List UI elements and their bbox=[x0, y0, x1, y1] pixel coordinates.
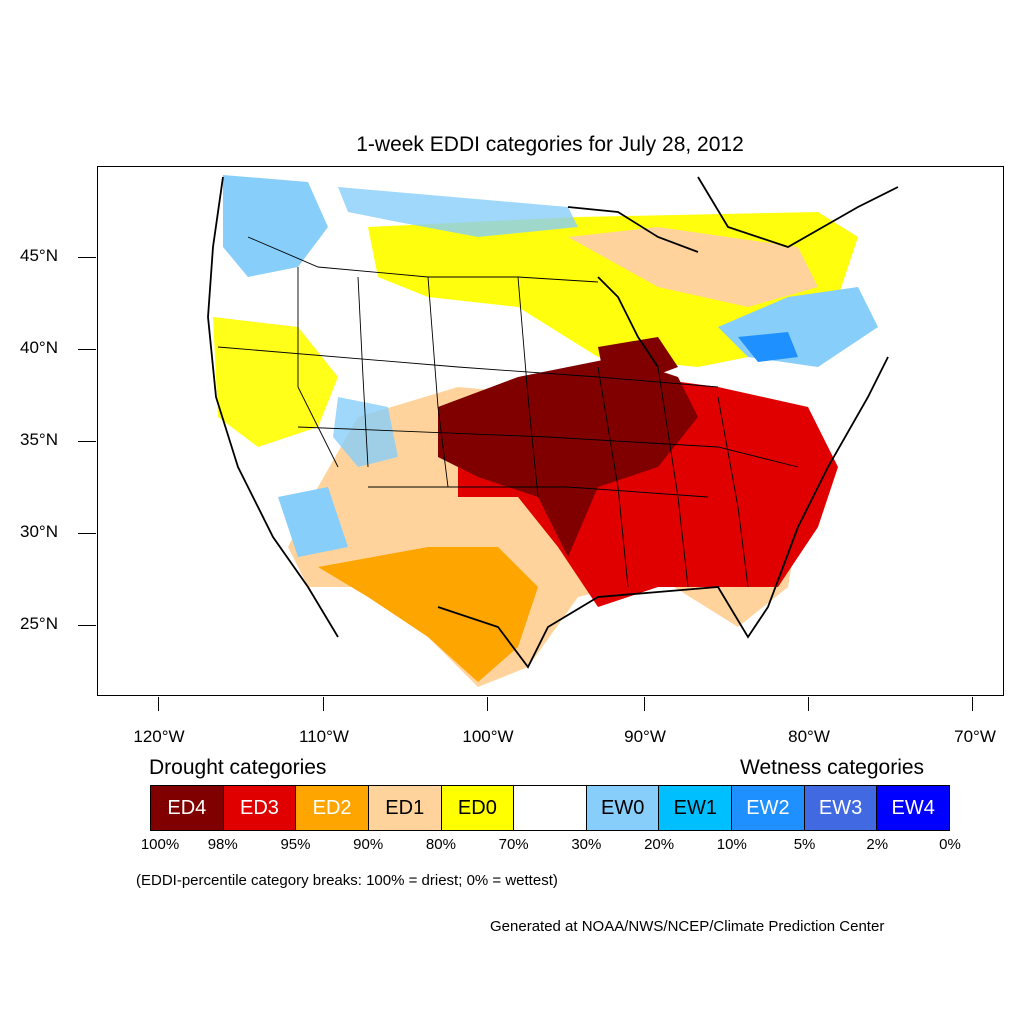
legend-percentile-label: 30% bbox=[571, 836, 602, 853]
legend-percentile-label: 100% bbox=[140, 836, 180, 853]
lat-tick bbox=[78, 257, 96, 258]
lon-label-70w: 70°W bbox=[954, 727, 996, 746]
lat-tick bbox=[78, 349, 96, 350]
lon-tick bbox=[323, 697, 324, 711]
conus-map bbox=[203, 175, 899, 687]
ew-rockies bbox=[333, 397, 398, 467]
legend-cell-ed2: ED2 bbox=[296, 786, 369, 830]
legend-percentile-label: 95% bbox=[280, 836, 311, 853]
map-title: 1-week EDDI categories for July 28, 2012 bbox=[356, 133, 744, 156]
coastlines bbox=[207, 176, 899, 669]
ed4-michigan bbox=[598, 337, 678, 382]
legend-cell-ed1: ED1 bbox=[368, 786, 442, 830]
lon-label-110w: 110°W bbox=[299, 727, 349, 746]
lon-label-120w: 120°W bbox=[133, 727, 185, 746]
legend-color-bar: ED4 ED3 ED2 ED1 ED0 EW0 EW1 EW2 EW3 EW4 bbox=[150, 785, 950, 831]
legend-percentile-label: 70% bbox=[498, 836, 529, 853]
lat-label-30: 30°N bbox=[20, 522, 58, 541]
lat-tick bbox=[78, 625, 96, 626]
legend-cell-ed0: ED0 bbox=[441, 786, 515, 830]
wetness-categories-heading: Wetness categories bbox=[740, 756, 925, 779]
legend-percentile-label: 98% bbox=[207, 836, 238, 853]
lon-tick bbox=[972, 697, 973, 711]
ew-northwest bbox=[223, 175, 328, 277]
legend-cell-neutral bbox=[514, 786, 587, 830]
legend-cell-ew3: EW3 bbox=[804, 786, 878, 830]
lat-tick bbox=[78, 533, 96, 534]
lat-label-40: 40°N bbox=[20, 338, 58, 357]
ew-north-strip bbox=[338, 187, 578, 237]
lon-label-80w: 80°W bbox=[788, 727, 830, 746]
lon-label-100w: 100°W bbox=[462, 727, 514, 746]
legend-percentile-label: 20% bbox=[644, 836, 675, 853]
lon-tick bbox=[487, 697, 488, 711]
legend-percentile-label: 5% bbox=[793, 836, 816, 853]
lon-tick bbox=[644, 697, 645, 711]
lon-tick bbox=[158, 697, 159, 711]
ew-southwest bbox=[278, 487, 348, 557]
legend-percentile-label: 10% bbox=[716, 836, 747, 853]
credit-line: Generated at NOAA/NWS/NCEP/Climate Predi… bbox=[490, 918, 885, 935]
ew2-ontario bbox=[738, 332, 798, 362]
legend-cell-ed4: ED4 bbox=[151, 786, 224, 830]
legend-percentile-label: 2% bbox=[866, 836, 889, 853]
drought-categories-heading: Drought categories bbox=[149, 756, 327, 779]
legend-percentile-label: 90% bbox=[353, 836, 384, 853]
legend-percentile-label: 80% bbox=[425, 836, 456, 853]
state-borders bbox=[217, 236, 799, 588]
legend-cell-ew1: EW1 bbox=[659, 786, 733, 830]
lon-tick bbox=[808, 697, 809, 711]
legend-cell-ew0: EW0 bbox=[586, 786, 660, 830]
lat-label-45: 45°N bbox=[20, 246, 58, 265]
legend-cell-ew2: EW2 bbox=[732, 786, 805, 830]
lat-label-25: 25°N bbox=[20, 614, 58, 633]
map-panel bbox=[97, 166, 1004, 696]
ed2-zone bbox=[318, 547, 538, 682]
ed2-northeast bbox=[568, 227, 818, 307]
legend-cell-ed3: ED3 bbox=[223, 786, 297, 830]
lat-tick bbox=[78, 441, 96, 442]
ed4-zone bbox=[438, 357, 698, 557]
legend-percentile-label: 0% bbox=[939, 836, 961, 853]
legend-note: (EDDI-percentile category breaks: 100% =… bbox=[136, 872, 558, 889]
legend-cell-ew4: EW4 bbox=[877, 786, 950, 830]
lat-label-35: 35°N bbox=[20, 430, 58, 449]
lon-label-90w: 90°W bbox=[624, 727, 666, 746]
